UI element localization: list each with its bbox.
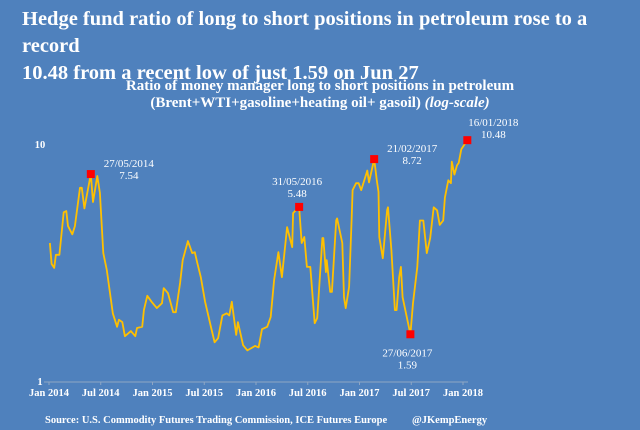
annotation-value: 7.54 xyxy=(119,170,139,182)
y-tick-label: 1 xyxy=(37,377,42,388)
headline: Hedge fund ratio of long to short positi… xyxy=(22,6,632,87)
annotation-value: 8.72 xyxy=(403,155,422,167)
chart-title: Ratio of money manager long to short pos… xyxy=(0,78,640,112)
annotation-value: 10.48 xyxy=(481,129,506,141)
annotation-date: 21/02/2017 xyxy=(387,143,438,155)
annotation-date: 27/06/2017 xyxy=(382,347,433,359)
annotation-marker xyxy=(295,202,304,211)
x-tick-label: Jan 2014 xyxy=(29,388,70,399)
annotation-date: 31/05/2016 xyxy=(272,176,323,188)
x-tick-label: Jul 2016 xyxy=(289,388,327,399)
x-tick-label: Jan 2018 xyxy=(443,388,483,399)
annotation-date: 16/01/2018 xyxy=(468,117,519,129)
chart-subtitle: (Brent+WTI+gasoline+heating oil+ gasoil)… xyxy=(0,95,640,112)
x-tick-label: Jul 2015 xyxy=(185,388,223,399)
x-tick-label: Jan 2015 xyxy=(133,388,173,399)
headline-line-2: 10.48 from a recent low of just 1.59 on … xyxy=(22,62,419,84)
x-tick-label: Jul 2017 xyxy=(392,388,430,399)
y-tick-label: 10 xyxy=(35,140,46,151)
annotation-date: 27/05/2014 xyxy=(104,158,155,170)
annotation-value: 1.59 xyxy=(398,359,418,371)
annotation-value: 5.48 xyxy=(288,188,308,200)
annotation-marker xyxy=(370,155,379,164)
annotation-marker xyxy=(406,330,415,339)
x-tick-label: Jan 2016 xyxy=(236,388,276,399)
annotation-marker xyxy=(463,136,472,145)
series-line xyxy=(49,139,469,352)
log-scale-note: (log-scale) xyxy=(424,95,490,111)
source-note: Source: U.S. Commodity Futures Trading C… xyxy=(45,415,388,426)
x-tick-label: Jul 2014 xyxy=(82,388,120,399)
annotation-marker xyxy=(86,170,95,179)
author-handle: @JKempEnergy xyxy=(412,415,488,426)
x-tick-label: Jan 2017 xyxy=(340,388,380,399)
headline-line-1: Hedge fund ratio of long to short positi… xyxy=(22,8,588,57)
chart-subtitle-text: (Brent+WTI+gasoline+heating oil+ gasoil) xyxy=(150,95,421,111)
chart-title-text: Ratio of money manager long to short pos… xyxy=(125,78,515,94)
